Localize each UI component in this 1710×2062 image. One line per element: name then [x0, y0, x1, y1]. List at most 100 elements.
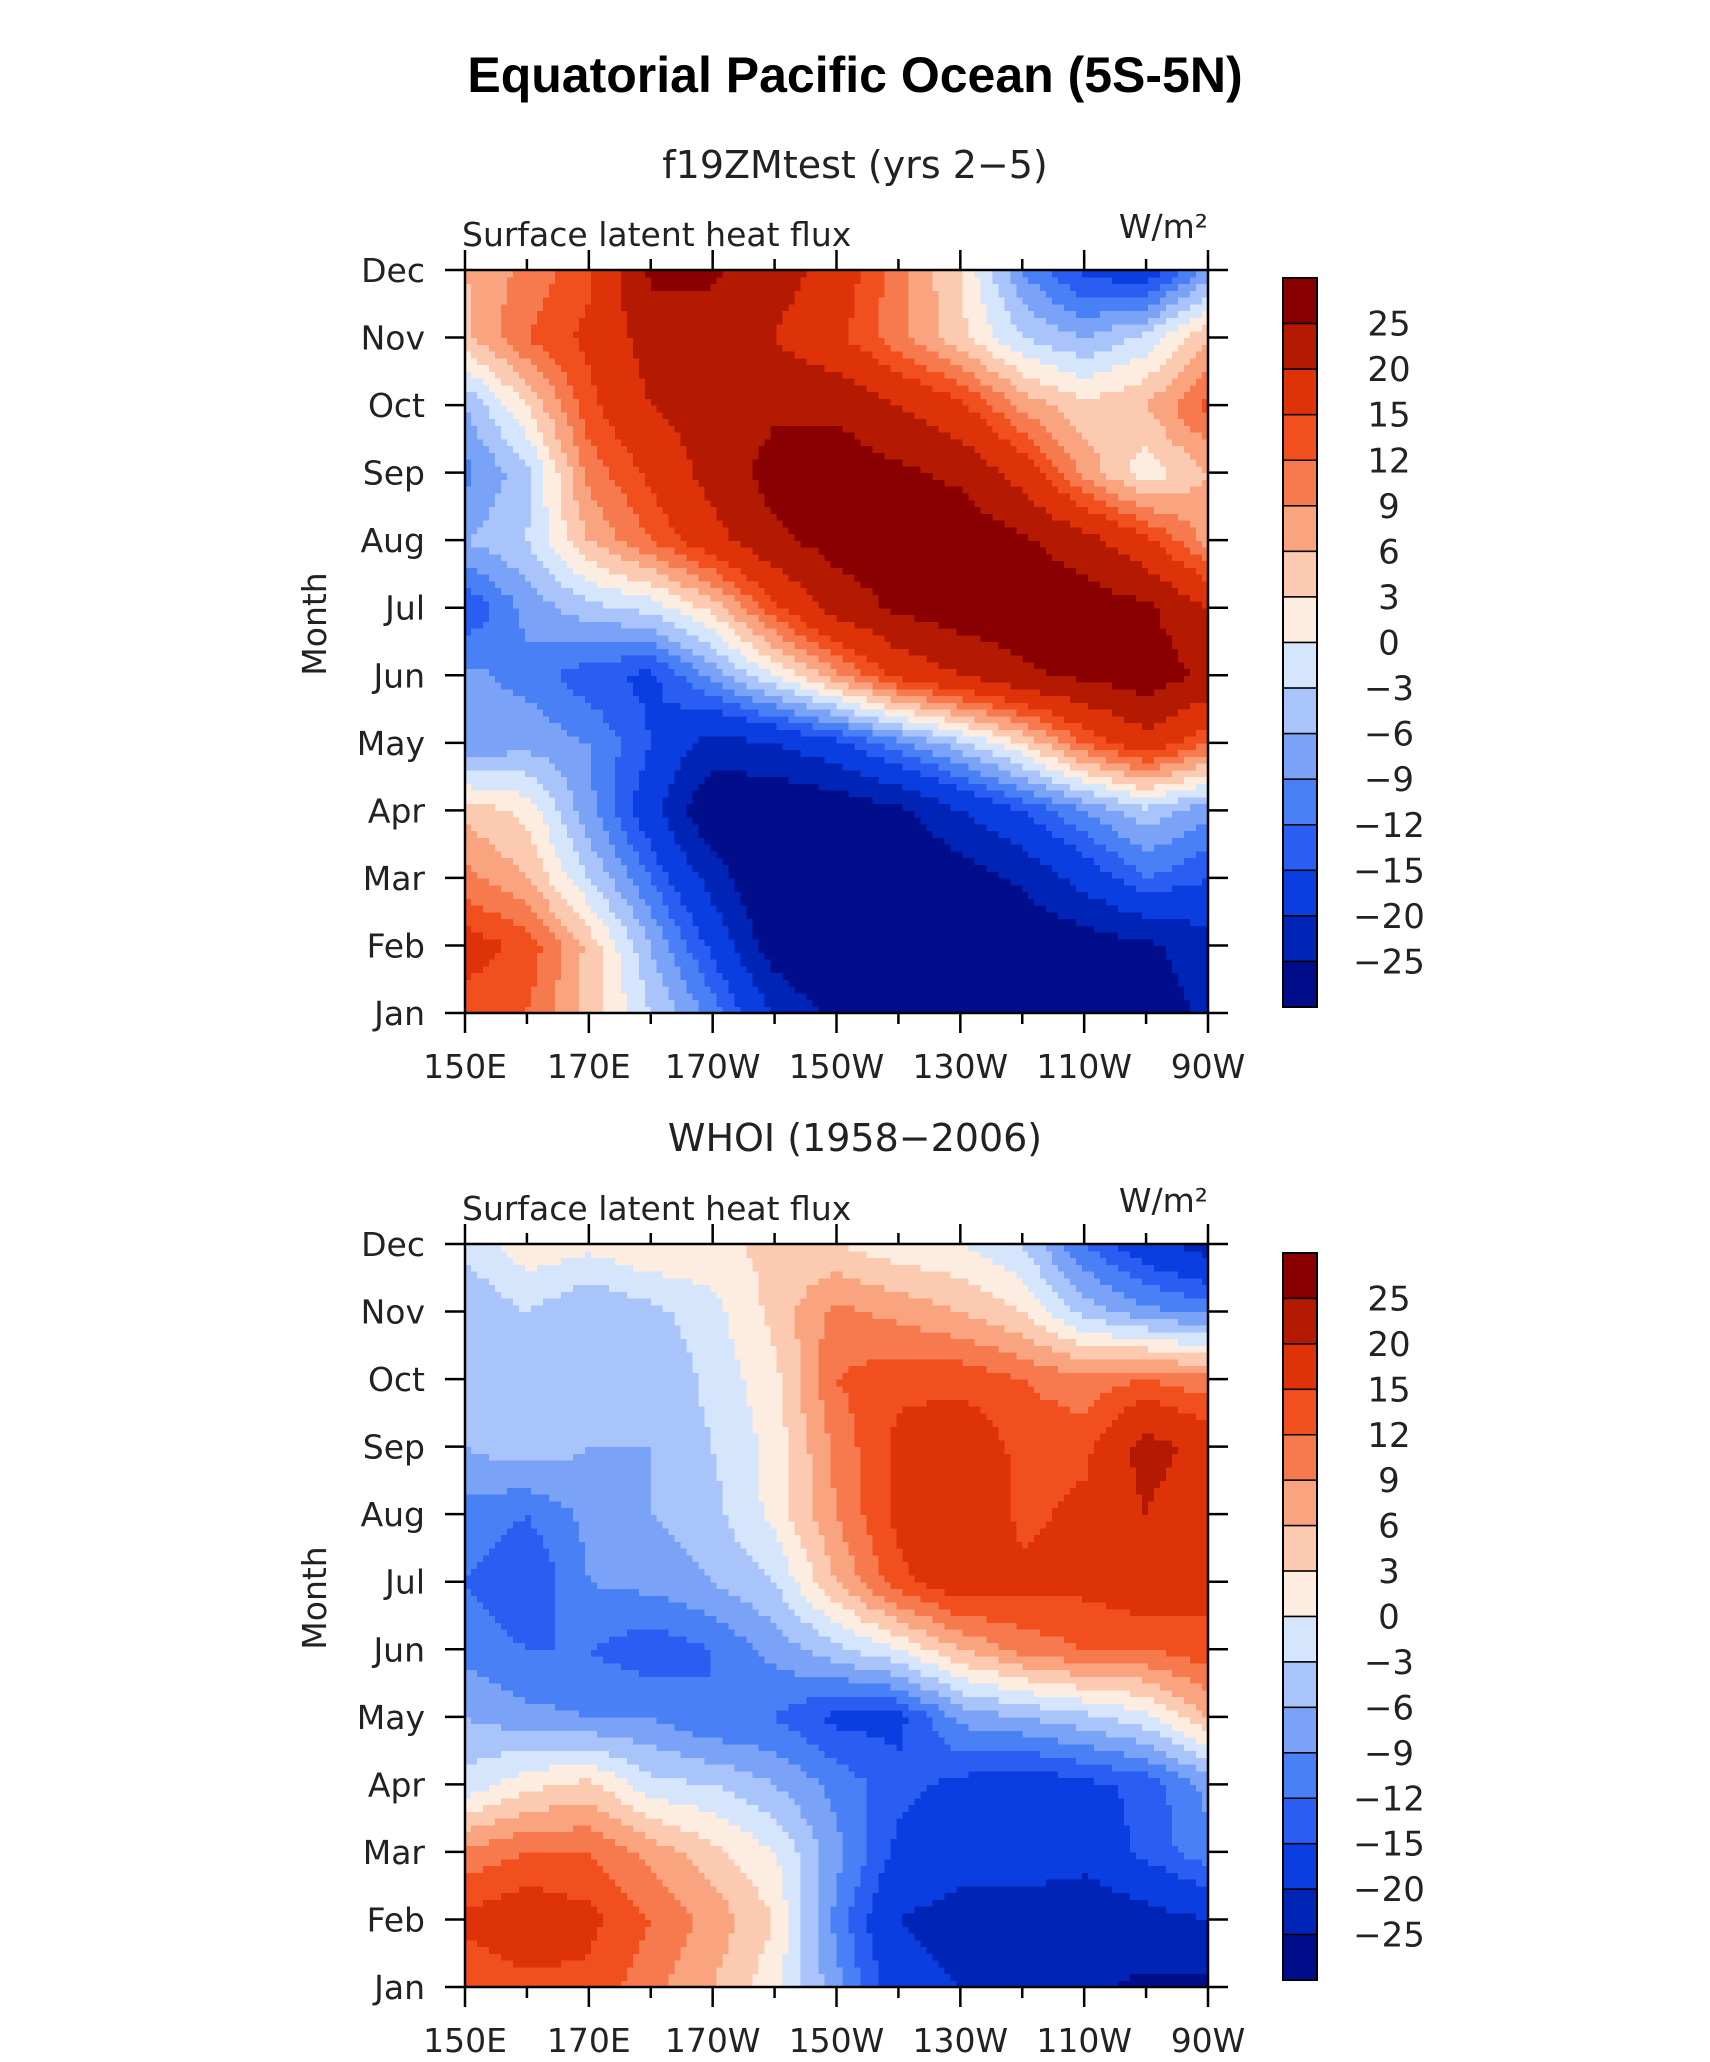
colorbar-box: [1283, 324, 1317, 370]
colorbar-box: [1283, 1435, 1317, 1480]
y-tick-label: Jun: [371, 1630, 425, 1669]
colorbar-box: [1283, 1798, 1317, 1843]
y-tick-label: Jul: [383, 589, 425, 628]
colorbar-label: −15: [1353, 1825, 1425, 1865]
x-tick-label: 150W: [789, 1047, 885, 1086]
panel-model: f19ZMtest (yrs 2−5) Surface latent heat …: [295, 143, 1425, 1086]
colorbar-box: [1283, 506, 1317, 552]
y-tick-label: Feb: [367, 1900, 425, 1939]
y-tick-label: Sep: [363, 1428, 425, 1467]
x-tick-label: 170W: [665, 1047, 761, 1086]
colorbar-box: [1283, 1844, 1317, 1889]
y-tick-label: Jun: [371, 656, 425, 695]
units-label-model: W/m²: [1119, 207, 1208, 246]
y-tick-label: Jan: [372, 1968, 425, 2007]
colorbar-box: [1283, 779, 1317, 825]
colorbar-label: −9: [1364, 1734, 1414, 1774]
x-tick-label: 170W: [665, 2021, 761, 2060]
colorbar-label: −12: [1353, 806, 1425, 846]
colorbar-label: −20: [1353, 1870, 1425, 1910]
y-tick-label: Mar: [363, 1833, 426, 1872]
colorbar-box: [1283, 643, 1317, 689]
colorbar-label: 0: [1378, 624, 1400, 664]
x-tick-label: 170E: [547, 1047, 631, 1086]
colorbar-box: [1283, 1662, 1317, 1707]
colorbar-box: [1283, 415, 1317, 461]
colorbar-label: −9: [1364, 760, 1414, 800]
colorbar-box: [1283, 825, 1317, 871]
colorbar-label: −15: [1353, 851, 1425, 891]
x-tick-label: 110W: [1036, 1047, 1132, 1086]
colorbar-label: −12: [1353, 1779, 1425, 1819]
colorbar-label: −3: [1364, 1643, 1414, 1683]
heatmap-plot-model: JanFebMarAprMayJunJulAugSepOctNovDec150E…: [357, 250, 1246, 1086]
colorbar-label: 12: [1367, 1416, 1410, 1456]
y-tick-label: Apr: [368, 1765, 426, 1804]
colorbar-label: −25: [1353, 1916, 1425, 1956]
colorbar-box: [1283, 1253, 1317, 1298]
y-tick-label: Nov: [361, 319, 425, 358]
main-title: Equatorial Pacific Ocean (5S-5N): [467, 47, 1242, 103]
colorbar-label: 3: [1378, 1552, 1400, 1592]
colorbar-box: [1283, 1526, 1317, 1571]
x-tick-label: 150E: [423, 1047, 507, 1086]
panel-whoi: WHOI (1958−2006) Surface latent heat flu…: [295, 1116, 1425, 2060]
colorbar-box: [1283, 1707, 1317, 1752]
colorbar-box: [1283, 1753, 1317, 1798]
y-tick-label: Aug: [361, 521, 425, 560]
y-tick-label: Apr: [368, 791, 426, 830]
colorbar-label: 20: [1367, 350, 1410, 390]
y-tick-label: Oct: [368, 386, 425, 425]
colorbar-box: [1283, 551, 1317, 597]
y-tick-label: Feb: [367, 926, 425, 965]
y-tick-label: Jan: [372, 994, 425, 1033]
x-tick-label: 90W: [1171, 2021, 1246, 2060]
x-tick-label: 110W: [1036, 2021, 1132, 2060]
colorbar-box: [1283, 460, 1317, 506]
colorbar-box: [1283, 1935, 1317, 1980]
colorbar-label: 15: [1367, 1370, 1410, 1410]
colorbar-box: [1283, 961, 1317, 1007]
panel-title-whoi: WHOI (1958−2006): [668, 1116, 1042, 1160]
colorbar-box: [1283, 734, 1317, 780]
colorbar-box: [1283, 369, 1317, 415]
colorbar-label: 6: [1378, 532, 1400, 572]
colorbar-label: 15: [1367, 396, 1410, 436]
colorbar-box: [1283, 1571, 1317, 1616]
units-label-whoi: W/m²: [1119, 1181, 1208, 1220]
colorbar-label: 9: [1378, 487, 1400, 527]
colorbar-box: [1283, 278, 1317, 324]
ylabel-whoi: Month: [295, 1546, 334, 1649]
colorbar-box: [1283, 688, 1317, 734]
colorbar-label: 12: [1367, 441, 1410, 481]
y-tick-label: Aug: [361, 1495, 425, 1534]
contour-field: [465, 1244, 1209, 1988]
colorbar-box: [1283, 1298, 1317, 1343]
panel-title-model: f19ZMtest (yrs 2−5): [662, 143, 1047, 187]
colorbar-label: 25: [1367, 1279, 1410, 1319]
colorbar-label: −6: [1364, 715, 1414, 755]
y-tick-label: May: [357, 724, 425, 763]
colorbar-box: [1283, 1480, 1317, 1525]
colorbar-label: 25: [1367, 305, 1410, 345]
colorbar-label: 3: [1378, 578, 1400, 618]
ylabel-model: Month: [295, 572, 334, 675]
y-tick-label: Nov: [361, 1293, 425, 1332]
colorbar-label: 0: [1378, 1598, 1400, 1638]
colorbar-box: [1283, 1344, 1317, 1389]
x-tick-label: 130W: [913, 2021, 1009, 2060]
x-tick-label: 150W: [789, 2021, 885, 2060]
y-tick-label: Dec: [361, 251, 425, 290]
colorbar-label: −20: [1353, 897, 1425, 937]
colorbar-label: −3: [1364, 669, 1414, 709]
y-tick-label: Mar: [363, 859, 426, 898]
colorbar-box: [1283, 916, 1317, 962]
x-tick-label: 90W: [1171, 1047, 1246, 1086]
colorbar-label: 9: [1378, 1461, 1400, 1501]
colorbar-box: [1283, 1889, 1317, 1934]
x-tick-label: 130W: [913, 1047, 1009, 1086]
colorbar-label: −6: [1364, 1688, 1414, 1728]
